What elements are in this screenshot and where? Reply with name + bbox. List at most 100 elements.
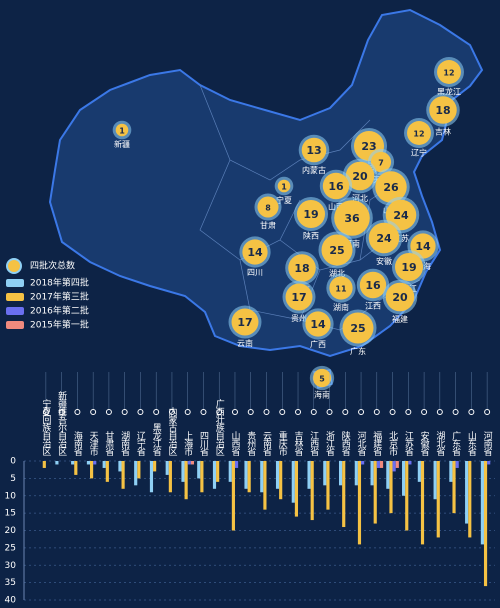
bubble-value: 17 xyxy=(291,291,306,304)
bar xyxy=(449,461,453,482)
bar xyxy=(338,461,343,486)
bar xyxy=(373,461,377,524)
label-dot xyxy=(342,409,349,415)
bubble-value: 11 xyxy=(335,285,347,294)
y-tick-label: 25 xyxy=(5,543,16,553)
y-tick-label: 40 xyxy=(5,596,17,606)
bar xyxy=(74,461,78,475)
bar xyxy=(216,461,220,482)
label-dot xyxy=(436,409,443,415)
y-tick-label: 15 xyxy=(5,509,16,519)
x-tick-label: 内蒙古自治区 xyxy=(166,406,177,456)
bubble xyxy=(385,282,415,312)
label-dot xyxy=(231,409,238,415)
bar xyxy=(90,461,94,479)
label-dot xyxy=(279,409,286,415)
x-tick-label: 陕西省 xyxy=(340,430,351,457)
label-dot xyxy=(153,409,160,415)
province-label: 甘肃 xyxy=(260,220,276,230)
bubble xyxy=(437,60,461,84)
bubble xyxy=(296,199,326,229)
bar xyxy=(408,461,412,465)
bar xyxy=(483,461,488,587)
legend-swatch xyxy=(6,293,24,301)
bubble xyxy=(305,311,331,337)
bar xyxy=(105,461,109,482)
province-label: 新疆 xyxy=(114,139,130,149)
bubble xyxy=(429,96,457,124)
bar xyxy=(247,461,251,493)
x-tick-label: 辽宁省 xyxy=(135,431,146,457)
bar xyxy=(395,461,399,468)
bar xyxy=(361,461,365,465)
bar xyxy=(452,461,456,514)
bar xyxy=(370,461,374,486)
bubble xyxy=(115,123,129,137)
label-dot xyxy=(74,409,81,415)
bubble-value: 1 xyxy=(119,127,125,136)
label-dot xyxy=(421,409,428,415)
x-tick-label: 上海市 xyxy=(182,431,193,457)
province-label: 安徽 xyxy=(376,256,392,266)
x-tick-label: 湖南省 xyxy=(119,431,130,457)
bubble xyxy=(322,172,350,200)
x-tick-label: 四川省 xyxy=(198,431,209,457)
bar xyxy=(294,461,299,517)
bubble-value: 24 xyxy=(376,232,392,245)
bar xyxy=(420,461,425,545)
x-tick-label: 宁夏回族自治区 xyxy=(40,398,51,456)
label-dot xyxy=(90,409,97,415)
x-tick-label: 安徽省 xyxy=(419,430,430,457)
bubble-value: 20 xyxy=(352,170,368,183)
bubble xyxy=(359,271,387,299)
bar xyxy=(231,461,235,531)
bar xyxy=(392,461,396,472)
bar xyxy=(168,461,172,493)
province-label: 河北 xyxy=(352,193,368,203)
bubble-value: 13 xyxy=(306,144,321,157)
label-dot xyxy=(484,409,491,415)
province-label: 黑龙江 xyxy=(437,86,461,96)
bar xyxy=(357,461,362,545)
legend-swatch xyxy=(6,307,24,315)
province-label: 陕西 xyxy=(303,231,319,241)
province-label: 广西 xyxy=(310,339,326,349)
y-tick-label: 35 xyxy=(5,578,16,588)
bar xyxy=(326,461,330,510)
label-dot xyxy=(121,409,128,415)
label-dot xyxy=(168,409,175,415)
bubble-value: 25 xyxy=(350,322,365,335)
bubble xyxy=(345,161,375,191)
bar xyxy=(200,461,204,493)
label-dot xyxy=(295,409,302,415)
label-dot xyxy=(310,409,317,415)
bar xyxy=(279,461,283,500)
bar xyxy=(149,461,154,493)
bubble xyxy=(407,121,431,145)
bar xyxy=(480,461,484,545)
label-dot xyxy=(468,409,475,415)
label-dot xyxy=(137,409,144,415)
label-dot xyxy=(326,409,333,415)
province-label: 云南 xyxy=(237,338,253,348)
bubble-value: 25 xyxy=(329,244,344,257)
bar xyxy=(86,461,91,465)
bubble-value: 36 xyxy=(344,212,360,225)
bubble-value: 12 xyxy=(443,69,454,78)
x-tick-label: 山东省 xyxy=(466,431,477,457)
bubble-value: 14 xyxy=(415,240,431,253)
bar xyxy=(386,461,390,489)
bubble-value: 14 xyxy=(247,246,263,259)
bar xyxy=(436,461,440,538)
legend-label: 2016年第二批 xyxy=(30,305,89,317)
bubble-value: 26 xyxy=(383,181,399,194)
bar xyxy=(291,461,295,503)
bar xyxy=(153,461,157,472)
bar xyxy=(187,461,191,465)
x-tick-label: 海南省 xyxy=(72,430,83,457)
bubble-value: 8 xyxy=(265,204,271,213)
label-dot xyxy=(200,409,207,415)
x-tick-label: 广东省 xyxy=(450,430,461,457)
x-tick-label: 广西壮族自治区 xyxy=(214,398,225,456)
